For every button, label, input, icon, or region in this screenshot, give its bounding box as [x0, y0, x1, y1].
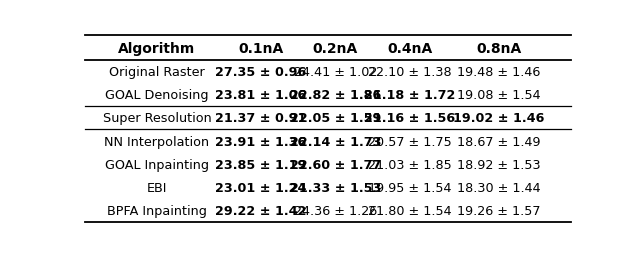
Text: 19.26 ± 1.57: 19.26 ± 1.57: [458, 204, 541, 217]
Text: 18.92 ± 1.53: 18.92 ± 1.53: [458, 158, 541, 171]
Text: 23.81 ± 1.06: 23.81 ± 1.06: [216, 89, 307, 102]
Text: Original Raster: Original Raster: [109, 66, 205, 79]
Text: GOAL Inpainting: GOAL Inpainting: [105, 158, 209, 171]
Text: 22.82 ± 1.86: 22.82 ± 1.86: [290, 89, 381, 102]
Text: 19.95 ± 1.54: 19.95 ± 1.54: [368, 181, 452, 194]
Text: 0.2nA: 0.2nA: [313, 42, 358, 56]
Text: 21.03 ± 1.85: 21.03 ± 1.85: [368, 158, 452, 171]
Text: 22.60 ± 1.77: 22.60 ± 1.77: [290, 158, 381, 171]
Text: BPFA Inpainting: BPFA Inpainting: [107, 204, 207, 217]
Text: 19.02 ± 1.46: 19.02 ± 1.46: [453, 112, 545, 125]
Text: 0.8nA: 0.8nA: [477, 42, 522, 56]
Text: 24.36 ± 1.26: 24.36 ± 1.26: [294, 204, 377, 217]
Text: 22.05 ± 1.59: 22.05 ± 1.59: [290, 112, 381, 125]
Text: NN Interpolation: NN Interpolation: [104, 135, 209, 148]
Text: 20.57 ± 1.75: 20.57 ± 1.75: [368, 135, 452, 148]
Text: 0.4nA: 0.4nA: [387, 42, 433, 56]
Text: GOAL Denoising: GOAL Denoising: [105, 89, 209, 102]
Text: 21.80 ± 1.54: 21.80 ± 1.54: [368, 204, 452, 217]
Text: Super Resolution: Super Resolution: [102, 112, 211, 125]
Text: 23.85 ± 1.19: 23.85 ± 1.19: [215, 158, 307, 171]
Text: 19.48 ± 1.46: 19.48 ± 1.46: [458, 66, 541, 79]
Text: 21.16 ± 1.56: 21.16 ± 1.56: [364, 112, 456, 125]
Text: 27.35 ± 0.96: 27.35 ± 0.96: [216, 66, 307, 79]
Text: 21.37 ± 0.91: 21.37 ± 0.91: [215, 112, 307, 125]
Text: 23.91 ± 1.36: 23.91 ± 1.36: [216, 135, 307, 148]
Text: 22.14 ± 1.73: 22.14 ± 1.73: [290, 135, 381, 148]
Text: 21.18 ± 1.72: 21.18 ± 1.72: [364, 89, 456, 102]
Text: 29.22 ± 1.42: 29.22 ± 1.42: [215, 204, 307, 217]
Text: 18.67 ± 1.49: 18.67 ± 1.49: [458, 135, 541, 148]
Text: 18.30 ± 1.44: 18.30 ± 1.44: [458, 181, 541, 194]
Text: 22.10 ± 1.38: 22.10 ± 1.38: [368, 66, 452, 79]
Text: 23.01 ± 1.24: 23.01 ± 1.24: [215, 181, 307, 194]
Text: 21.33 ± 1.53: 21.33 ± 1.53: [290, 181, 381, 194]
Text: 24.41 ± 1.02: 24.41 ± 1.02: [294, 66, 377, 79]
Text: 0.1nA: 0.1nA: [239, 42, 284, 56]
Text: 19.08 ± 1.54: 19.08 ± 1.54: [458, 89, 541, 102]
Text: EBI: EBI: [147, 181, 167, 194]
Text: Algorithm: Algorithm: [118, 42, 195, 56]
